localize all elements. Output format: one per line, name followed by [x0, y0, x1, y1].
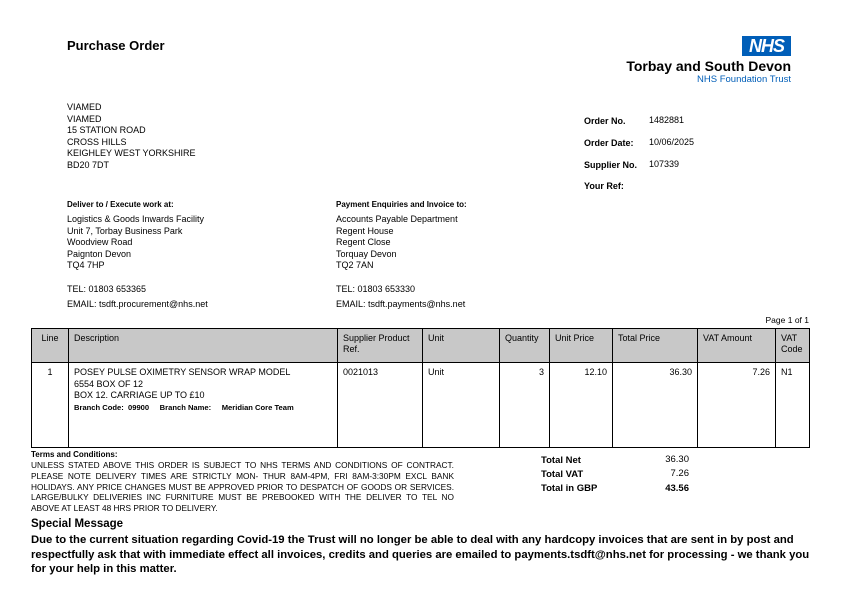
order-no: 1482881	[649, 115, 685, 125]
desc-line: POSEY PULSE OXIMETRY SENSOR WRAP MODEL	[74, 367, 291, 377]
address-line: Accounts Payable Department	[336, 214, 458, 224]
address-line: TQ4 7HP	[67, 260, 105, 271]
payment-heading: Payment Enquiries and Invoice to:	[336, 200, 467, 209]
cell-quantity: 3	[499, 362, 550, 448]
cell-total-price: 36.30	[612, 362, 698, 448]
supplier-no-label: Supplier No.	[584, 160, 638, 170]
cell-line: 1	[31, 362, 69, 448]
col-unit-price: Unit Price	[549, 328, 613, 363]
cell-unit-price: 12.10	[549, 362, 613, 448]
address-line: VIAMED	[67, 113, 102, 124]
total-net: 36.30	[665, 454, 689, 465]
trust-subtitle: NHS Foundation Trust	[697, 74, 791, 85]
page-number: Page 1 of 1	[765, 315, 809, 325]
order-no-label: Order No.	[584, 116, 626, 126]
address-line: TQ2 7AN	[336, 260, 374, 271]
col-description: Description	[68, 328, 338, 363]
col-vat-amount: VAT Amount	[697, 328, 776, 363]
col-quantity: Quantity	[499, 328, 550, 363]
trust-name: Torbay and South Devon	[626, 58, 791, 74]
deliver-email: EMAIL: tsdft.procurement@nhs.net	[67, 298, 208, 309]
order-lines-table: Line Description Supplier Product Ref. U…	[31, 328, 810, 448]
total-vat: 7.26	[670, 468, 690, 479]
total-net-label: Total Net	[541, 455, 581, 466]
supplier-address: VIAMED VIAMED 15 STATION ROAD CROSS HILL…	[67, 102, 196, 172]
address-line: VIAMED	[67, 102, 102, 112]
address-line: CROSS HILLS	[67, 136, 127, 147]
desc-line: 6554 BOX OF 12	[74, 378, 144, 389]
order-date-label: Order Date:	[584, 138, 634, 148]
nhs-logo: NHS	[742, 36, 791, 56]
total-gbp: 43.56	[665, 483, 689, 494]
address-line: 15 STATION ROAD	[67, 125, 146, 136]
col-ref: Supplier Product Ref.	[337, 328, 423, 363]
col-total-price: Total Price	[612, 328, 698, 363]
payment-email: EMAIL: tsdft.payments@nhs.net	[336, 298, 466, 309]
address-line: Torquay Devon	[336, 248, 397, 259]
address-line: Regent Close	[336, 237, 391, 248]
col-line: Line	[31, 328, 69, 363]
order-date: 10/06/2025	[649, 137, 695, 147]
desc-line: BOX 12. CARRIAGE UP TO £10	[74, 390, 205, 401]
table-row: 1 POSEY PULSE OXIMETRY SENSOR WRAP MODEL…	[31, 362, 810, 448]
deliver-to-block: Deliver to / Execute work at: Logistics …	[67, 200, 208, 310]
address-line: BD20 7DT	[67, 159, 110, 170]
total-gbp-label: Total in GBP	[541, 483, 598, 494]
total-vat-label: Total VAT	[541, 469, 584, 480]
col-vat-code: VAT Code	[775, 328, 810, 363]
address-line: Regent House	[336, 225, 394, 236]
cell-ref: 0021013	[337, 362, 423, 448]
address-line: Logistics & Goods Inwards Facility	[67, 214, 205, 224]
col-unit: Unit	[422, 328, 500, 363]
address-line: KEIGHLEY WEST YORKSHIRE	[67, 148, 196, 159]
cell-description: POSEY PULSE OXIMETRY SENSOR WRAP MODEL 6…	[68, 362, 338, 448]
deliver-heading: Deliver to / Execute work at:	[67, 200, 174, 209]
supplier-no: 107339	[649, 159, 680, 169]
cell-vat-code: N1	[775, 362, 810, 448]
branch-info: Branch Code: 09900 Branch Name: Meridian…	[74, 402, 294, 412]
terms-heading: Terms and Conditions:	[31, 450, 118, 459]
special-message-text: Due to the current situation regarding C…	[31, 534, 810, 575]
page-title: Purchase Order	[67, 38, 165, 53]
address-line: Unit 7, Torbay Business Park	[67, 225, 183, 236]
deliver-tel: TEL: 01803 653365	[67, 283, 147, 294]
address-line: Paignton Devon	[67, 248, 132, 259]
address-line: Woodview Road	[67, 237, 133, 248]
payment-tel: TEL: 01803 653330	[336, 283, 416, 294]
payment-block: Payment Enquiries and Invoice to: Accoun…	[336, 200, 467, 310]
terms-text: UNLESS STATED ABOVE THIS ORDER IS SUBJEC…	[31, 460, 454, 514]
cell-unit: Unit	[422, 362, 500, 448]
your-ref-label: Your Ref:	[584, 181, 624, 191]
table-header: Line Description Supplier Product Ref. U…	[31, 328, 810, 363]
cell-vat-amount: 7.26	[697, 362, 776, 448]
special-message-heading: Special Message	[31, 518, 124, 530]
